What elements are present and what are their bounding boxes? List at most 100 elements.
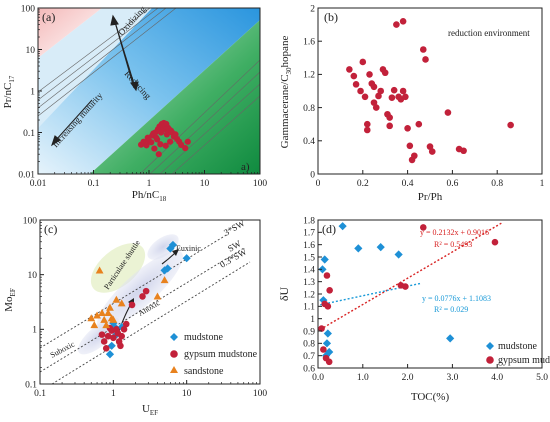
- sandstone-point: [90, 321, 99, 329]
- data-point: [167, 138, 174, 145]
- data-point: [346, 66, 353, 73]
- x-tick-label: 1.0: [357, 373, 369, 383]
- data-point: [162, 142, 169, 149]
- panel-b-tag: (b): [324, 10, 338, 24]
- y-tick-label: 0.01: [18, 170, 35, 180]
- zone-blue: [38, 8, 260, 174]
- mudstone-point: [323, 329, 332, 338]
- y-tick-label: 1.7: [303, 229, 315, 239]
- data-point: [151, 145, 158, 152]
- gypsum-mudstone-point: [142, 287, 150, 295]
- sandstone-point: [93, 311, 101, 319]
- y-tick-label: 1.5: [303, 253, 315, 263]
- x-tick-label: 1: [540, 179, 545, 189]
- legend-d-gypsum-marker: [486, 356, 494, 364]
- sandstone-point: [102, 321, 111, 329]
- y-tick-label: 1.1: [303, 303, 315, 313]
- x-tick-label: 2.0: [402, 373, 414, 383]
- y-tick-label: 1.2: [303, 290, 315, 300]
- x-tick-label: 10: [182, 389, 192, 399]
- panel-a-points: [137, 119, 191, 158]
- mudstone-point: [163, 264, 172, 273]
- gypsum-mudstone-point: [323, 272, 331, 279]
- y-tick-label: 0.7: [303, 352, 315, 362]
- panel-c-tag: (c): [44, 222, 57, 236]
- x-tick-label: 0.0: [312, 373, 324, 383]
- data-point: [404, 125, 411, 132]
- data-point: [370, 83, 378, 91]
- data-point: [163, 131, 170, 138]
- mudstone-point: [394, 250, 403, 259]
- sandstone-point: [109, 315, 118, 323]
- panel-d-frame: [317, 219, 543, 369]
- x-tick-label: 5.0: [536, 373, 548, 383]
- mudstone-point: [320, 255, 329, 264]
- sandstone-point: [87, 314, 96, 322]
- trendline-red: [319, 222, 503, 331]
- y-tick-label: 1: [30, 87, 35, 97]
- data-point: [399, 87, 407, 95]
- gypsum-mudstone-point: [139, 293, 146, 300]
- data-point: [363, 120, 371, 128]
- panel-d-legend: mudstone gypsum mudstone: [486, 341, 550, 366]
- y-tick-label: 100: [23, 216, 38, 226]
- data-point: [370, 99, 378, 106]
- y-tick-label: 0.1: [23, 129, 35, 139]
- gypsum-mudstone-point: [128, 301, 136, 309]
- mudstone-point: [160, 266, 169, 275]
- gypsum-mudstone-point: [419, 224, 427, 231]
- field-particulate-shuttle: [90, 243, 146, 293]
- data-point: [372, 104, 380, 111]
- x-tick-label: 10: [200, 179, 210, 189]
- data-point: [386, 114, 393, 121]
- x-tick-label: 100: [253, 389, 268, 399]
- data-point: [402, 93, 409, 101]
- x-tick-label: 0.1: [88, 179, 100, 189]
- red-trend-equation: y = 0.2132x + 0.9016: [420, 228, 489, 237]
- sandstone-point: [98, 308, 106, 316]
- panel-a-arrows: [50, 14, 139, 147]
- gypsum-mudstone-point: [320, 346, 327, 353]
- legend-mudstone: mudstone: [184, 332, 223, 343]
- data-point: [155, 151, 162, 158]
- y-tick-label: 1.8: [303, 216, 315, 226]
- panel-c-frame: [39, 219, 261, 385]
- data-point: [148, 139, 155, 146]
- sandstone-point: [160, 276, 169, 284]
- y-tick-label: 1.6: [303, 38, 315, 48]
- mudstone-point: [322, 339, 332, 348]
- panel-a-diagonal-lines: [38, 8, 260, 174]
- gypsum-mudstone-point: [104, 332, 112, 340]
- data-point: [184, 138, 191, 145]
- data-point: [428, 148, 436, 155]
- gypsum-mudstone-point: [102, 344, 110, 352]
- mudstone-point: [446, 334, 455, 343]
- mudstone-point: [168, 240, 178, 250]
- sandstone-point: [106, 303, 114, 311]
- x-tick-label: 1: [147, 179, 152, 189]
- data-point: [388, 94, 396, 101]
- x-tick-label: 0.6: [446, 179, 458, 189]
- x-tick-label: 0.8: [491, 179, 503, 189]
- panel-d-tag: (d): [322, 222, 336, 236]
- data-point: [366, 71, 373, 78]
- data-point: [350, 72, 358, 80]
- gypsum-mudstone-point: [110, 334, 117, 342]
- data-point: [422, 56, 429, 63]
- blue-trend-equation: y = 0.0776x + 1.1083: [422, 294, 491, 303]
- gypsum-mudstone-point: [324, 303, 332, 310]
- gypsum-mudstone-point: [491, 238, 499, 246]
- panel-c-points: [87, 240, 191, 359]
- y-tick-label: 1.3: [303, 278, 315, 288]
- sandstone-point: [100, 315, 109, 323]
- data-point: [507, 121, 514, 129]
- mudstone-point: [182, 254, 191, 263]
- legend-d-mudstone-marker: [486, 342, 494, 350]
- mudstone-point: [319, 296, 328, 305]
- gypsum-mudstone-point: [318, 325, 325, 332]
- panel-a-ticks: 0.01 0.1 1 10 100 0.01 0.1 1 10 100: [18, 4, 267, 189]
- data-point: [361, 93, 369, 101]
- seawater-reference-lines: [40, 233, 251, 384]
- panel-b-ticks: 0 0.2 0.4 0.6 0.8 1 0 0.4 0.8 1.2 1.6 2: [303, 4, 545, 189]
